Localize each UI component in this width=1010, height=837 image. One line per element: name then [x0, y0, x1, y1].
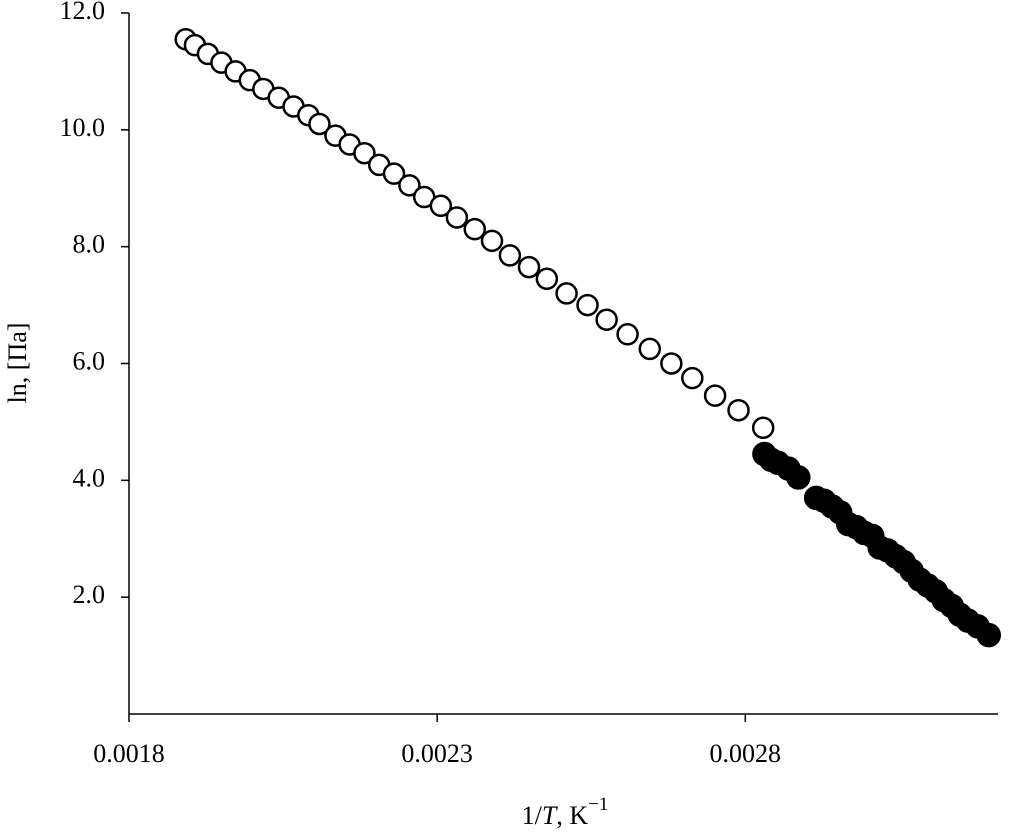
point [751, 416, 775, 440]
point [445, 206, 469, 229]
y-tick-label: 2.0 [73, 580, 106, 609]
point [382, 162, 406, 185]
point [595, 308, 618, 331]
y-tick-label: 8.0 [73, 230, 106, 259]
point [353, 141, 376, 165]
point [660, 352, 683, 375]
point [463, 217, 487, 241]
x-label-part: 1/ [522, 801, 543, 830]
point [976, 622, 1002, 648]
x-tick-label: 0.0018 [93, 739, 165, 768]
x-label-part: T [542, 801, 558, 830]
x-tick-label: 0.0028 [710, 739, 782, 768]
y-tick-label: 6.0 [73, 346, 106, 375]
x-axis-label: 1/T, K−1 [522, 794, 609, 830]
point [576, 293, 599, 317]
y-tick-label: 12.0 [60, 0, 106, 25]
point [703, 384, 727, 407]
x-tick-label: 0.0023 [401, 739, 473, 768]
y-axis-label: ln, [Па] [3, 323, 32, 404]
point [535, 267, 559, 291]
y-tick-label: 10.0 [60, 113, 106, 142]
x-label-part: , K [556, 801, 588, 830]
point [480, 229, 504, 253]
point [398, 174, 421, 197]
point [498, 244, 522, 267]
point [429, 194, 453, 218]
x-label-part: −1 [588, 794, 608, 815]
y-tick-label: 4.0 [73, 463, 106, 492]
point [308, 112, 331, 136]
point [616, 323, 639, 346]
point [555, 282, 578, 305]
point [786, 465, 811, 490]
point [517, 255, 541, 279]
point [638, 337, 662, 361]
point [727, 398, 750, 422]
point [681, 366, 704, 390]
